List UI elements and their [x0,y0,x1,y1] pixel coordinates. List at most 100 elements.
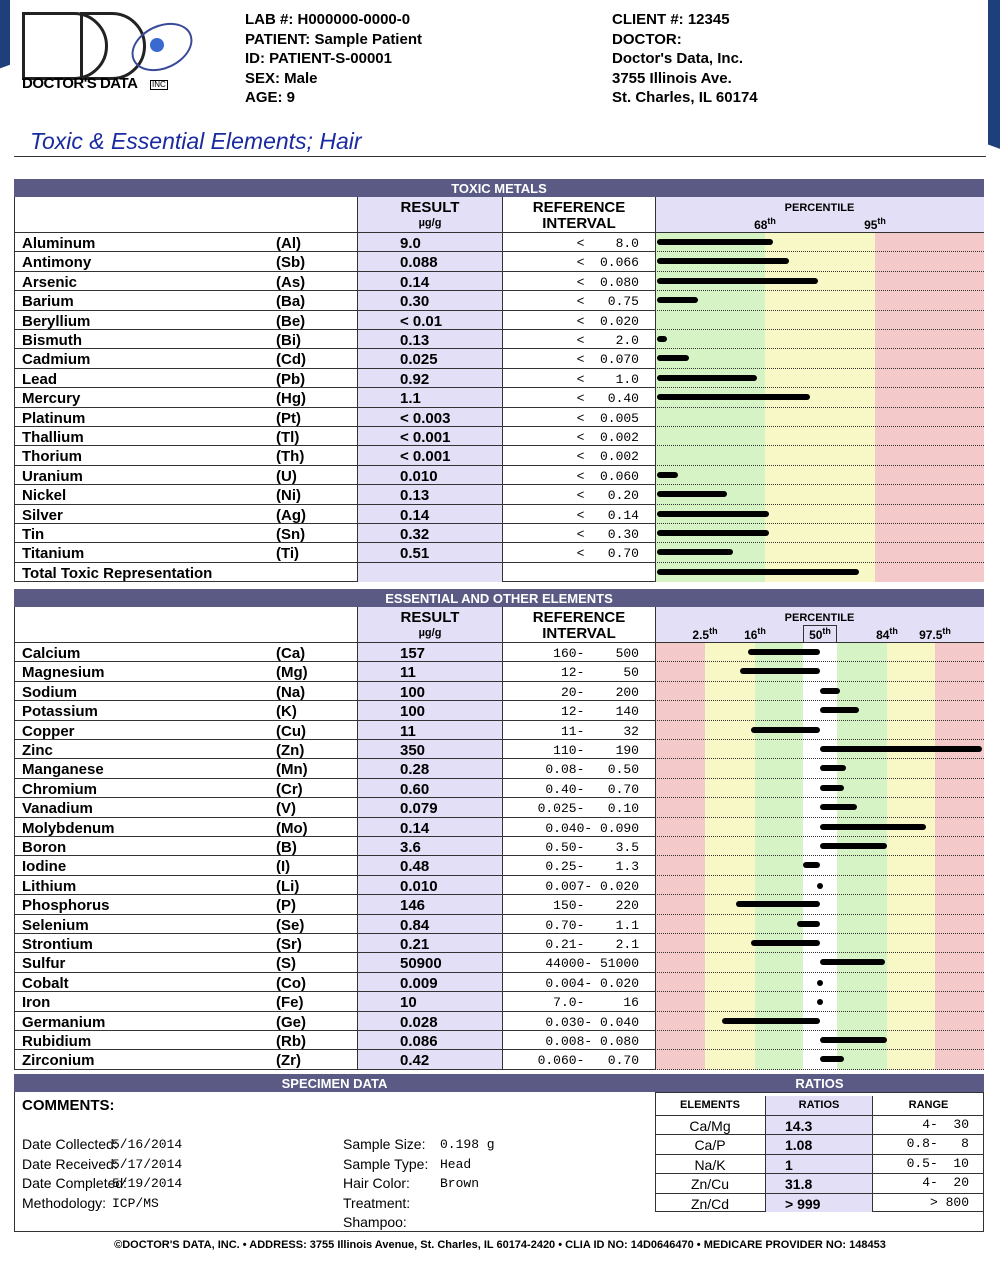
element-name: Thallium [22,429,84,446]
element-symbol: (Ca) [276,645,306,662]
element-name: Aluminum [22,235,96,252]
element-name: Platinum [22,409,86,427]
percentile-bar [820,804,858,811]
reference-interval: < 0.066 [576,255,639,271]
element-symbol: (Al) [276,235,301,252]
result: 0.010 [400,467,438,485]
percentile-bar [820,959,886,966]
element-name: Beryllium [22,312,91,330]
logo-name: DOCTOR'S DATA [22,75,138,92]
element-symbol: (V) [276,800,296,818]
percentile-tick-label: 84th [876,626,898,642]
tick-suffix: th [767,216,776,226]
field-label: Methodology: [22,1194,107,1211]
row-dots [655,290,984,292]
section-title: ESSENTIAL AND OTHER ELEMENTS [385,591,613,606]
percentile-bar [820,784,844,791]
percentile-bar [751,940,820,946]
element-name: Arsenic [22,273,78,291]
percentile-tick-label: 16th [744,626,766,642]
row-rule [14,523,655,524]
percentile-bar [657,394,810,401]
element-symbol: (Li) [276,877,300,895]
ratio-range: 0.5- 10 [906,1155,969,1171]
row-dots [655,933,984,934]
row-dots [655,542,984,544]
percentile-bar [740,668,820,675]
percentile-zone [755,643,803,1070]
percentile-bar [820,1056,844,1063]
reference-interval: < 0.002 [576,449,639,465]
element-symbol: (U) [276,467,297,485]
result: 0.51 [400,545,430,563]
element-symbol: (Mg) [276,664,308,682]
percentile-dot [817,979,823,986]
reference-interval: 12- 50 [553,665,639,681]
element-name: Uranium [22,467,83,485]
reference-interval: < 0.40 [576,391,639,407]
element-name: Phosphorus [22,897,110,915]
percentile-bar [657,239,774,245]
tick-suffix: th [877,216,886,226]
reference-interval: < 0.20 [576,488,639,504]
result: 0.42 [400,1052,430,1070]
ratios-title: RATIOS [795,1076,844,1091]
field-label: Hair Color: [343,1175,410,1191]
tick-suffix: th [889,626,898,636]
percentile-zone [837,643,887,1070]
ratios-rule [655,1134,984,1136]
element-symbol: (B) [276,839,297,856]
row-dots [655,991,984,993]
row-dots [655,348,984,350]
row-dots [655,1049,984,1051]
element-name: Magnesium [22,664,105,682]
ratio-elements: Ca/Mg [689,1118,731,1134]
result: 0.28 [400,761,430,779]
logo-suffix: INC [150,80,168,90]
ratios-header: ELEMENTS [680,1099,740,1111]
row-rule [14,1030,655,1031]
element-name: Iodine [22,858,67,876]
tick-suffix: th [822,626,831,636]
field-value: 5/17/2014 [112,1156,183,1172]
percentile-bar [657,336,667,342]
client-info: Doctor's Data, Inc. [612,50,744,67]
result: 0.30 [400,293,430,311]
percentile-bar [657,374,758,381]
row-rule [14,270,655,272]
footer: ©DOCTOR'S DATA, INC. • ADDRESS: 3755 Ill… [114,1239,886,1251]
percentile-bar [657,258,790,265]
row-rule [14,1068,655,1070]
percentile-tick-label: 68th [754,216,776,232]
header-rule [14,642,984,643]
element-symbol: (Sn) [276,526,306,543]
percentile-bar [657,277,818,284]
percentile-tick-label: 97.5th [919,626,951,642]
reference-interval: 0.08- 0.50 [545,762,639,778]
reference-header: REFERENCE [532,199,626,216]
percentile-dot [817,999,823,1006]
reference-interval: 0.008- 0.080 [545,1034,639,1049]
reference-interval: < 0.30 [576,527,639,542]
percentile-zone [875,233,984,583]
percentile-tick-label: 50th [809,626,831,642]
row-rule [14,367,655,369]
ratio-range: > 800 [929,1194,969,1210]
row-rule [14,933,655,934]
percentile-bar [657,491,727,498]
result: 0.13 [400,332,430,349]
result: 11 [400,722,416,740]
percentile-bar [657,471,678,478]
element-symbol: (Cd) [276,351,306,369]
element-name: Sodium [22,683,77,701]
reference-interval: 0.030- 0.040 [545,1014,639,1030]
row-dots [655,367,984,369]
element-name: Tin [22,526,45,543]
row-dots [655,700,984,702]
element-symbol: (Rb) [276,1033,306,1050]
logo-atom [150,38,164,52]
client-info: CLIENT #: 12345 [612,11,730,28]
row-rule [14,1010,655,1012]
percentile-bar [657,549,734,556]
reference-interval: < 8.0 [576,236,639,251]
